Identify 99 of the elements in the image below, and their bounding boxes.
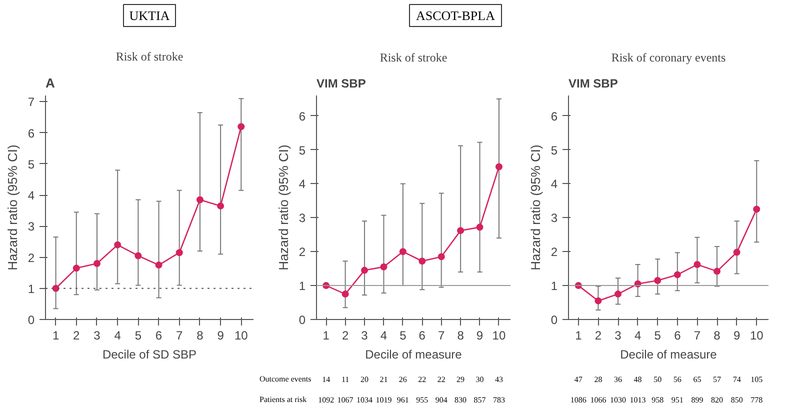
point [418,258,426,265]
text: 1086 1066 1030 1013 958 951 899 820 850 778 [570,395,763,404]
y-tick-label: 6 [550,109,558,124]
y-tick-label: 3 [298,211,306,226]
text: UKTIA [129,8,170,23]
y-tick-label: 1 [28,282,35,296]
y-tick-label: 2 [550,245,558,260]
text: Outcome events [260,374,312,384]
x-axis-title: Decile of SD SBP [102,348,197,362]
text: 47 28 36 48 50 56 65 57 74 105 [574,374,763,384]
point [594,297,602,304]
x-tick-label: 3 [614,328,622,342]
y-axis-title: Hazard ratio (95% CI) [276,144,291,270]
y-tick-label: 3 [28,220,35,234]
x-tick-label: 1 [322,328,330,342]
x-tick-label: 3 [94,328,101,342]
x-tick-label: 5 [134,328,142,342]
x-tick-label: 6 [155,328,162,342]
text: 1092 1067 1034 1019 961 955 904 830 857 783 [318,395,505,404]
point [196,196,204,204]
y-axis-title: Hazard ratio (95% CI) [4,144,20,270]
x-tick-label: 1 [575,328,582,342]
y-tick-label: 6 [28,126,35,140]
point [217,202,224,210]
point [674,271,681,278]
text: A [46,76,56,90]
point [694,261,701,268]
x-tick-label: 8 [196,328,204,342]
x-tick-label: 2 [342,328,349,342]
point [614,290,622,298]
text: ASCOT-BPLA [416,8,496,23]
y-tick-label: 0 [550,313,558,327]
y-tick-label: 1 [550,279,558,294]
y-tick-label: 0 [28,313,35,327]
x-tick-label: 7 [694,328,701,342]
x-tick-label: 8 [714,328,721,342]
x-tick-label: 7 [176,328,184,342]
x-axis-title: Decile of measure [365,348,462,362]
point [380,263,388,270]
x-tick-label: 6 [418,328,426,342]
y-tick-label: 4 [550,177,558,192]
y-tick-label: 2 [28,250,35,265]
x-tick-label: 10 [750,328,764,342]
y-tick-label: 3 [550,211,558,226]
point [399,248,406,256]
point [753,206,760,213]
x-axis-title: Decile of measure [620,348,718,362]
x-tick-label: 8 [457,328,464,342]
x-tick-label: 5 [400,328,407,342]
chart-subtitle: VIM SBP [568,76,618,90]
point [238,123,245,130]
chart-title: Risk of stroke [380,50,448,64]
x-tick-label: 1 [52,328,60,342]
point [155,262,162,269]
y-tick-label: 6 [298,109,306,124]
point [476,224,484,231]
y-tick-label: 0 [298,313,306,327]
point [72,264,80,272]
y-tick-label: 1 [298,279,306,294]
y-tick-label: 5 [550,143,558,158]
y-tick-label: 2 [298,245,306,260]
x-tick-label: 2 [73,328,80,342]
chart-title: Risk of stroke [116,50,184,64]
point [438,253,445,260]
x-tick-label: 5 [654,328,662,342]
point [495,163,502,170]
y-tick-label: 4 [28,188,35,203]
x-tick-label: 10 [492,328,506,342]
point [342,290,349,298]
point [52,284,60,292]
y-tick-label: 5 [28,157,35,172]
text: 14 11 20 21 26 22 22 29 30 43 [322,374,503,384]
text: Patients at risk [260,394,307,404]
x-tick-label: 7 [438,328,446,342]
chart-subtitle: VIM SBP [316,76,366,90]
point [733,248,740,256]
x-tick-label: 2 [594,328,602,342]
y-tick-label: 4 [298,177,306,192]
x-tick-label: 9 [733,328,740,342]
x-tick-label: 6 [674,328,682,342]
point [93,260,100,267]
x-tick-label: 4 [380,328,388,342]
x-tick-label: 3 [361,328,368,342]
y-tick-label: 7 [28,95,35,110]
point [714,268,721,275]
point [457,227,464,234]
point [176,249,183,256]
x-tick-label: 9 [217,328,224,342]
x-tick-label: 4 [114,328,122,342]
y-axis-title: Hazard ratio (95% CI) [528,144,543,270]
x-tick-label: 4 [634,328,642,342]
point [134,252,142,260]
point [654,276,662,284]
point [361,266,368,274]
x-tick-label: 9 [476,328,484,342]
x-tick-label: 10 [234,328,248,342]
y-tick-label: 5 [298,143,306,158]
chart-title: Risk of coronary events [611,50,726,64]
point [114,241,122,248]
